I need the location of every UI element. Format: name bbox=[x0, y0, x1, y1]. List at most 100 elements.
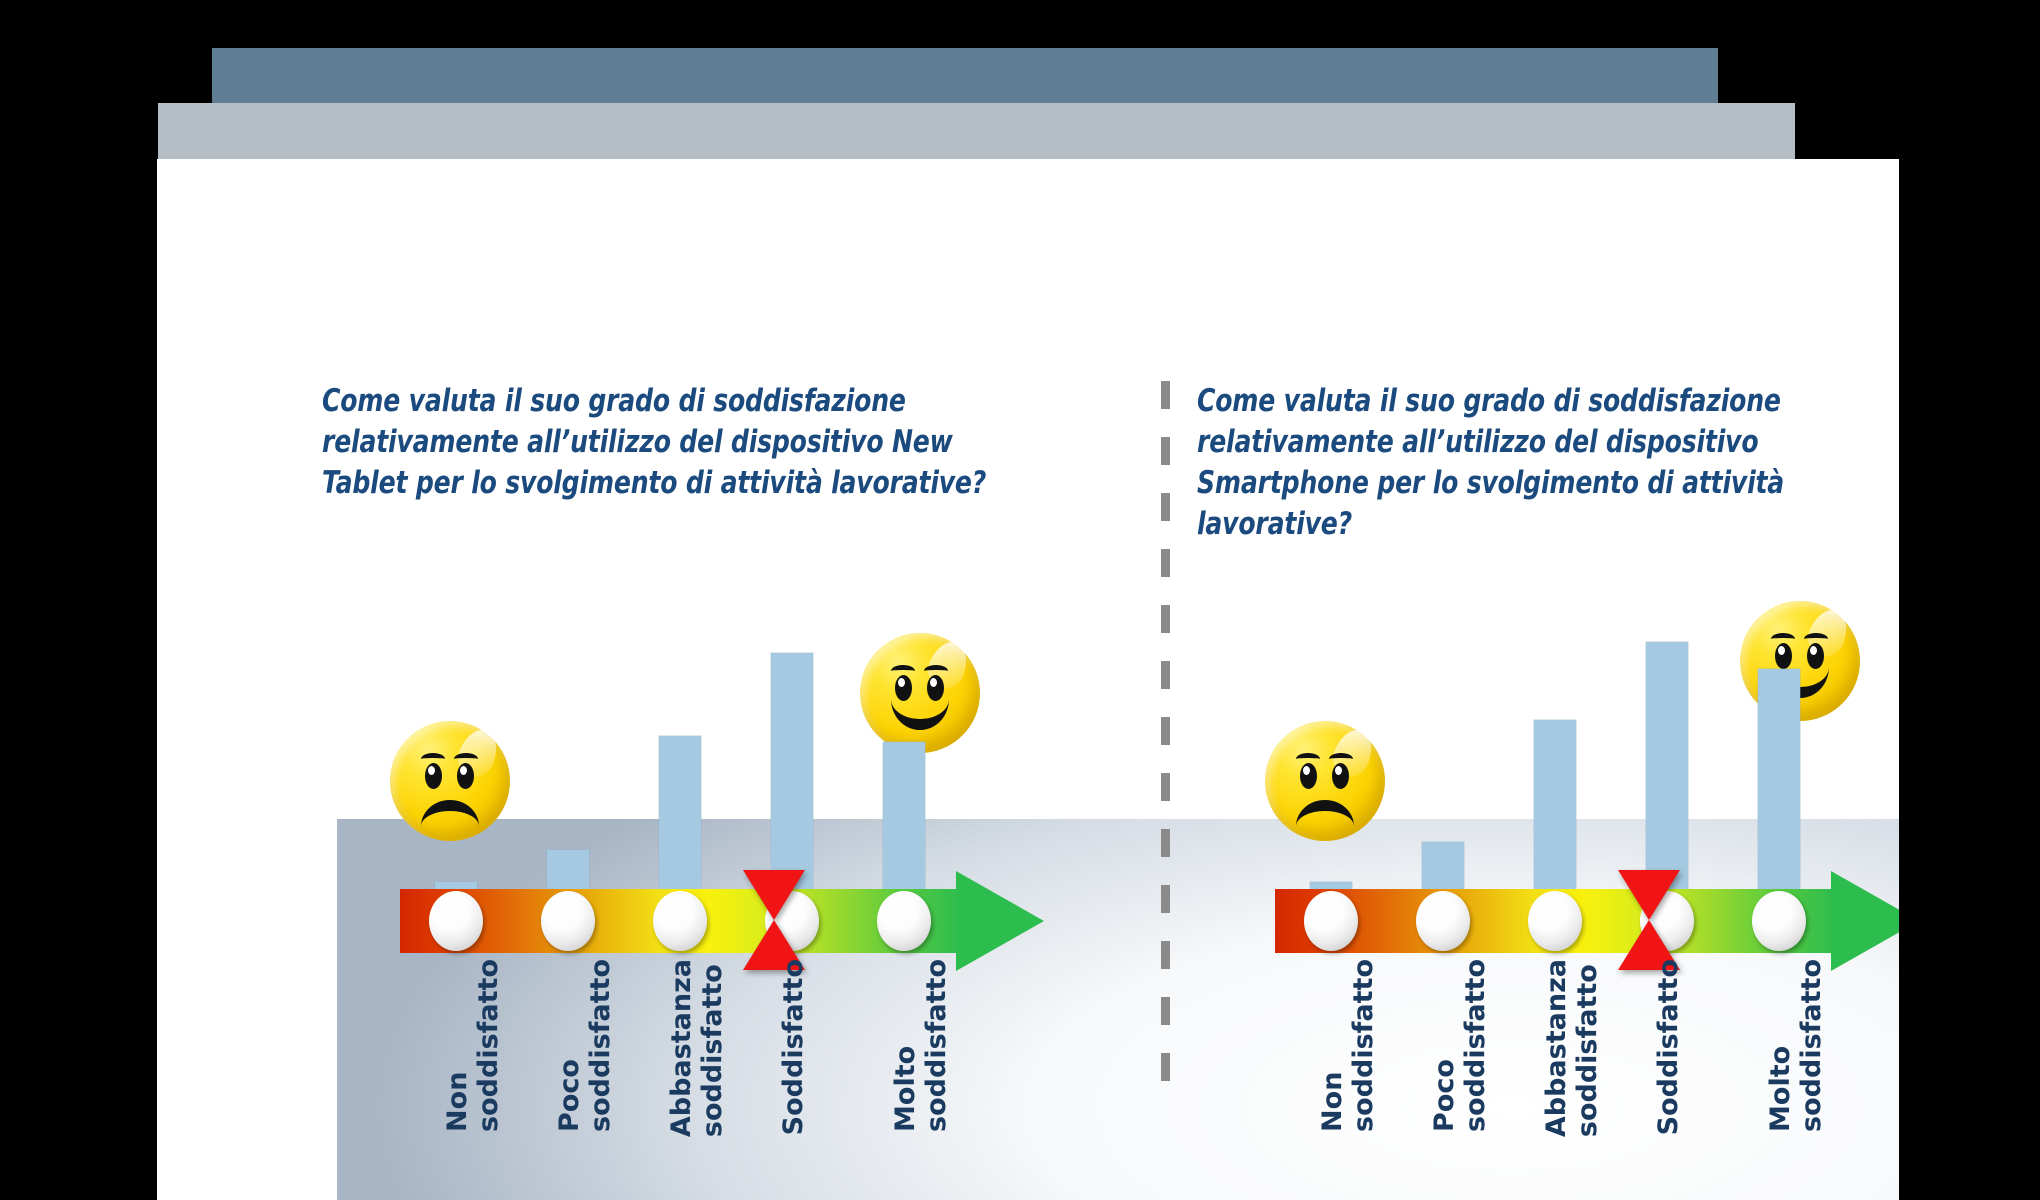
marker-triangle-down bbox=[1618, 870, 1680, 920]
sad-smiley-icon bbox=[390, 721, 510, 841]
smiley-eye-left bbox=[1299, 763, 1317, 789]
category-label-line1: Non bbox=[1317, 1071, 1348, 1132]
panel-smartphone: Come valuta il suo grado di soddisfazion… bbox=[1197, 381, 1899, 1171]
marker-triangle-down bbox=[743, 870, 805, 920]
chart-smartphone: Non soddisfatto Poco soddisfatto Abbastanza s… bbox=[1265, 561, 1899, 1141]
smiley-brow-left bbox=[421, 753, 446, 765]
scale-dot bbox=[429, 891, 483, 951]
scale-dot bbox=[1304, 891, 1358, 951]
smiley-mouth-smile bbox=[891, 699, 949, 731]
bar bbox=[659, 736, 701, 893]
category-label: Abbastanza soddisfatto bbox=[1499, 955, 1611, 1141]
smiley-brow-right bbox=[453, 753, 478, 765]
category-label-text: Abbastanza soddisfatto bbox=[1541, 959, 1603, 1137]
category-label: Non soddisfatto bbox=[400, 955, 512, 1141]
category-label-line1: Abbastanza bbox=[666, 959, 697, 1138]
category-label-text: Soddisfatto bbox=[778, 959, 809, 1135]
bar-series-smartphone bbox=[1275, 623, 1835, 893]
bar bbox=[1758, 668, 1800, 893]
bar bbox=[435, 882, 477, 893]
scale-dots-smartphone bbox=[1275, 870, 1835, 970]
bar-slot bbox=[624, 736, 736, 893]
category-labels-smartphone: Non soddisfatto Poco soddisfatto Abbastanza s… bbox=[1275, 955, 1835, 1141]
satisfaction-scale-smartphone bbox=[1275, 870, 1899, 971]
bar-series-new-tablet bbox=[400, 623, 960, 893]
scale-dot bbox=[1528, 891, 1582, 951]
category-label-text: Non soddisfatto bbox=[442, 959, 504, 1132]
smiley-eye-right bbox=[457, 763, 475, 789]
scale-dot bbox=[877, 891, 931, 951]
category-label-text: Molto soddisfatto bbox=[890, 959, 952, 1132]
decorative-header-bar-dark bbox=[212, 48, 1718, 103]
slide-card: Come valuta il suo grado di soddisfazion… bbox=[157, 159, 1899, 1200]
bar-slot bbox=[736, 652, 848, 893]
smiley-eye-right bbox=[1332, 763, 1350, 789]
bar bbox=[547, 849, 589, 893]
bar-slot bbox=[512, 849, 624, 893]
sad-smiley-icon bbox=[1265, 721, 1385, 841]
category-label: Poco soddisfatto bbox=[1387, 955, 1499, 1141]
arrow-head-icon bbox=[956, 871, 1044, 971]
category-label-line1: Non bbox=[442, 1071, 473, 1132]
category-labels-new-tablet: Non soddisfatto Poco soddisfatto Abbastanza s… bbox=[400, 955, 960, 1141]
smiley-eye-left bbox=[894, 675, 912, 701]
satisfaction-scale-new-tablet bbox=[400, 870, 1060, 971]
bar-slot bbox=[1499, 720, 1611, 893]
bar bbox=[1422, 841, 1464, 893]
category-label-line2: soddisfatto bbox=[473, 959, 505, 1132]
panel-divider bbox=[1161, 381, 1170, 1081]
category-label-line2: soddisfatto bbox=[1460, 959, 1492, 1132]
category-label-text: Poco soddisfatto bbox=[1429, 959, 1491, 1132]
bar-slot bbox=[1387, 841, 1499, 893]
smiley-brow-right bbox=[1803, 633, 1828, 645]
smiley-eye-left bbox=[1774, 643, 1792, 669]
panel-new-tablet: Come valuta il suo grado di soddisfazion… bbox=[322, 381, 1142, 1171]
smiley-eye-right bbox=[1807, 643, 1825, 669]
scale-dot bbox=[1416, 891, 1470, 951]
scale-dots-new-tablet bbox=[400, 870, 960, 970]
category-label: Poco soddisfatto bbox=[512, 955, 624, 1141]
smiley-brow-left bbox=[1771, 633, 1796, 645]
marker-triangle-up bbox=[1618, 920, 1680, 970]
category-label: Non soddisfatto bbox=[1275, 955, 1387, 1141]
scale-dot bbox=[653, 891, 707, 951]
category-label: Molto soddisfatto bbox=[848, 955, 960, 1141]
bar-slot bbox=[1275, 882, 1387, 893]
smiley-brow-right bbox=[1328, 753, 1353, 765]
bar bbox=[1310, 882, 1352, 893]
arrow-head-icon bbox=[1831, 871, 1899, 971]
category-label-line1: Poco bbox=[1429, 1059, 1460, 1132]
smiley-brow-left bbox=[891, 665, 916, 677]
decorative-header-bar-light bbox=[158, 103, 1795, 159]
smiley-eye-left bbox=[424, 763, 442, 789]
category-label-line2: soddisfatto bbox=[921, 959, 953, 1132]
smiley-mouth-frown bbox=[421, 800, 479, 826]
category-label-line2: soddisfatto bbox=[1796, 959, 1828, 1132]
category-label-line1: Molto bbox=[1765, 1045, 1796, 1132]
marker-triangle-up bbox=[743, 920, 805, 970]
category-label-line2: soddisfatto bbox=[1572, 964, 1604, 1138]
scale-dot bbox=[541, 891, 595, 951]
bar-slot bbox=[400, 882, 512, 893]
category-label-line1: Abbastanza bbox=[1541, 959, 1572, 1138]
bar-slot bbox=[1611, 641, 1723, 893]
category-label-line2: soddisfatto bbox=[1348, 959, 1380, 1132]
category-label-text: Soddisfatto bbox=[1653, 959, 1684, 1135]
category-label: Molto soddisfatto bbox=[1723, 955, 1835, 1141]
category-label-line2: soddisfatto bbox=[697, 964, 729, 1138]
bar bbox=[1534, 720, 1576, 893]
panel-question-smartphone: Come valuta il suo grado di soddisfazion… bbox=[1197, 383, 1785, 542]
panel-question-new-tablet: Come valuta il suo grado di soddisfazion… bbox=[322, 383, 987, 501]
category-label-line2: soddisfatto bbox=[585, 959, 617, 1132]
chart-new-tablet: Non soddisfatto Poco soddisfatto Abbastanza s… bbox=[390, 561, 1100, 1141]
category-label: Abbastanza soddisfatto bbox=[624, 955, 736, 1141]
category-label-line2: Soddisfatto bbox=[778, 959, 809, 1136]
bar bbox=[771, 652, 813, 893]
category-label: Soddisfatto bbox=[1611, 955, 1723, 1141]
selected-value-marker-icon bbox=[743, 870, 805, 970]
smiley-eye-right bbox=[927, 675, 945, 701]
smiley-mouth-frown bbox=[1296, 800, 1354, 826]
category-label-line1: Molto bbox=[890, 1045, 921, 1132]
category-label-text: Molto soddisfatto bbox=[1765, 959, 1827, 1132]
